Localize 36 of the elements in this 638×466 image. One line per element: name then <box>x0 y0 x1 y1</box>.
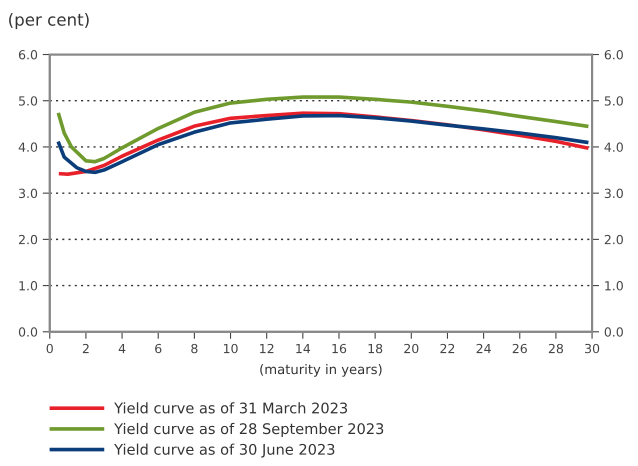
x-tick-label: 20 <box>404 344 418 354</box>
y2-tick-label: 1.0 <box>605 281 623 291</box>
y-tick-label: 1.0 <box>19 281 38 291</box>
x-tick-label: 0 <box>46 344 53 354</box>
x-tick-label: 24 <box>476 344 491 354</box>
legend-label: Yield curve as of 31 March 2023 <box>114 402 348 414</box>
y2-tick-label: 3.0 <box>604 188 623 198</box>
x-tick-label: 2 <box>82 344 89 354</box>
chart-subtitle: (per cent) <box>9 12 89 30</box>
x-tick-label: 28 <box>548 344 564 354</box>
x-tick-label: 8 <box>191 344 198 354</box>
y2-tick-label: 0.0 <box>604 327 623 337</box>
x-tick-label: 30 <box>585 344 600 354</box>
x-tick-label: 6 <box>155 344 162 354</box>
x-tick-label: 18 <box>368 344 382 354</box>
y2-tick-label: 5.0 <box>604 96 623 106</box>
line-series <box>56 95 588 164</box>
y-tick-label: 3.0 <box>19 188 38 198</box>
y-tick-label: 0.0 <box>18 327 38 337</box>
legend-label: Yield curve as of 30 June 2023 <box>114 444 334 458</box>
legend-label: Yield curve as of 28 September 2023 <box>114 422 384 438</box>
x-tick-label: 14 <box>296 344 310 354</box>
y2-tick-label: 2.0 <box>604 234 623 244</box>
x-tick-label: 26 <box>512 344 527 354</box>
y-tick-label: 5.0 <box>19 96 38 106</box>
x-tick-label: 12 <box>260 344 274 354</box>
x-tick-label: 22 <box>440 344 454 354</box>
y-tick-label: 4.0 <box>18 142 38 152</box>
x-tick-label: 16 <box>332 344 346 354</box>
x-axis-title: (maturity in years) <box>260 364 382 377</box>
y-tick-label: 6.0 <box>18 50 38 60</box>
y2-tick-label: 4.0 <box>604 142 623 152</box>
y2-tick-label: 6.0 <box>604 50 623 60</box>
x-tick-label: 4 <box>118 344 126 354</box>
y-tick-label: 2.0 <box>18 234 38 244</box>
x-tick-label: 10 <box>224 344 238 354</box>
